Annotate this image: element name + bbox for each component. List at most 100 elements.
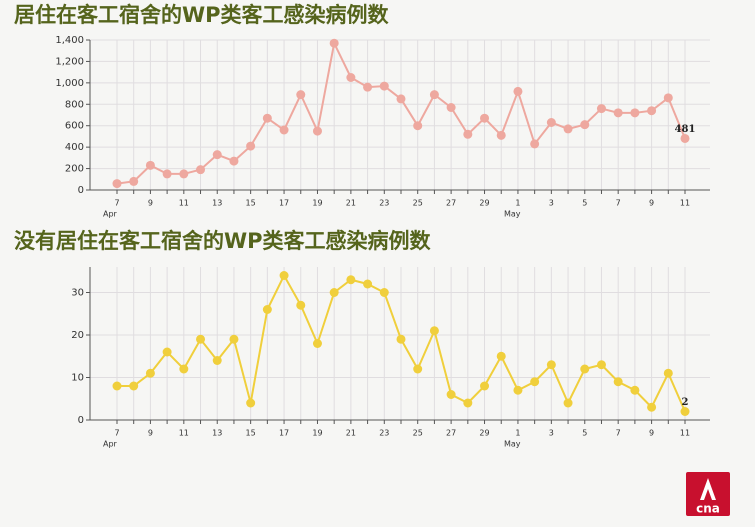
x-tick-label: 9 bbox=[649, 199, 654, 208]
y-tick-label: 800 bbox=[65, 99, 84, 110]
x-tick-label: 27 bbox=[446, 199, 456, 208]
data-point bbox=[262, 113, 272, 123]
x-tick-label: 9 bbox=[148, 199, 153, 208]
x-tick-label: 7 bbox=[616, 429, 621, 438]
x-tick-label: 13 bbox=[212, 429, 222, 438]
x-tick-label: 9 bbox=[148, 429, 153, 438]
data-point bbox=[346, 275, 356, 285]
x-tick-label: 23 bbox=[379, 199, 389, 208]
data-point bbox=[480, 113, 490, 123]
x-tick-label: 29 bbox=[479, 199, 489, 208]
data-point bbox=[196, 165, 206, 175]
y-tick-label: 1,000 bbox=[55, 78, 84, 89]
data-point bbox=[212, 150, 222, 160]
data-point bbox=[580, 364, 590, 374]
x-tick-label: 5 bbox=[582, 199, 587, 208]
x-tick-label: 7 bbox=[114, 199, 119, 208]
data-label: 2 bbox=[682, 397, 689, 408]
data-point bbox=[279, 125, 289, 135]
x-tick-label: 17 bbox=[279, 199, 289, 208]
data-point bbox=[363, 82, 373, 92]
data-point bbox=[663, 93, 673, 103]
data-point bbox=[212, 356, 222, 365]
data-point bbox=[563, 398, 573, 408]
y-tick-label: 20 bbox=[71, 330, 84, 341]
data-point bbox=[346, 73, 356, 82]
data-point bbox=[329, 38, 339, 48]
data-point bbox=[413, 364, 423, 374]
data-point bbox=[246, 398, 256, 408]
y-tick-label: 200 bbox=[65, 164, 84, 175]
data-label: 481 bbox=[675, 124, 696, 135]
y-tick-label: 1,400 bbox=[55, 35, 84, 46]
data-point bbox=[162, 347, 172, 357]
data-point bbox=[630, 108, 640, 118]
logo-text: cna bbox=[696, 502, 720, 516]
x-tick-label: 11 bbox=[680, 199, 690, 208]
data-point bbox=[580, 120, 590, 130]
x-tick-label: 25 bbox=[413, 429, 423, 438]
data-point bbox=[296, 300, 306, 310]
data-point bbox=[129, 381, 139, 391]
x-tick-label: 15 bbox=[246, 429, 256, 438]
data-point bbox=[379, 81, 389, 91]
x-tick-label: 3 bbox=[549, 429, 554, 438]
data-point bbox=[379, 288, 389, 297]
y-tick-label: 400 bbox=[65, 142, 84, 153]
data-point bbox=[647, 106, 657, 116]
y-tick-label: 0 bbox=[78, 185, 84, 196]
data-point bbox=[680, 407, 690, 416]
data-point bbox=[680, 133, 690, 143]
x-tick-label: 9 bbox=[649, 429, 654, 438]
logo-box bbox=[686, 472, 730, 516]
y-tick-label: 30 bbox=[71, 288, 84, 299]
x-tick-label: 19 bbox=[312, 199, 322, 208]
data-point bbox=[596, 360, 606, 370]
data-point bbox=[463, 129, 473, 139]
x-tick-label: 27 bbox=[446, 429, 456, 438]
x-tick-label: 19 bbox=[312, 429, 322, 438]
data-point bbox=[279, 271, 289, 280]
data-point bbox=[329, 288, 339, 297]
x-tick-label: 7 bbox=[616, 199, 621, 208]
data-point bbox=[613, 108, 623, 118]
data-point bbox=[647, 402, 657, 412]
x-tick-label: 21 bbox=[346, 199, 356, 208]
data-point bbox=[513, 86, 523, 96]
data-point bbox=[429, 90, 439, 100]
data-point bbox=[229, 334, 239, 344]
x-tick-label: 11 bbox=[680, 429, 690, 438]
data-point bbox=[496, 130, 506, 140]
data-point bbox=[162, 169, 172, 179]
data-point bbox=[546, 118, 556, 127]
data-point bbox=[496, 351, 506, 361]
x-tick-label: 11 bbox=[179, 429, 189, 438]
data-point bbox=[663, 368, 673, 378]
logo: cna bbox=[686, 472, 730, 516]
y-tick-label: 600 bbox=[65, 121, 84, 132]
data-point bbox=[563, 124, 573, 134]
data-point bbox=[596, 104, 606, 114]
x-tick-label: 3 bbox=[549, 199, 554, 208]
logo-mark bbox=[700, 478, 716, 500]
chart-title: 居住在客工宿舍的WP类客工感染病例数 bbox=[14, 3, 390, 27]
x-tick-label: 7 bbox=[114, 429, 119, 438]
month-label: Apr bbox=[103, 210, 118, 219]
data-point bbox=[112, 179, 122, 189]
month-label: May bbox=[504, 440, 521, 449]
x-tick-label: 21 bbox=[346, 429, 356, 438]
data-point bbox=[129, 176, 139, 186]
data-point bbox=[480, 381, 490, 391]
data-point bbox=[463, 398, 473, 408]
data-point bbox=[312, 126, 322, 136]
x-tick-label: 23 bbox=[379, 429, 389, 438]
data-point bbox=[429, 326, 439, 336]
data-point bbox=[246, 141, 256, 151]
data-point bbox=[446, 103, 456, 112]
x-tick-label: 11 bbox=[179, 199, 189, 208]
x-tick-label: 29 bbox=[479, 429, 489, 438]
data-point bbox=[363, 279, 373, 289]
data-point bbox=[296, 90, 306, 100]
data-point bbox=[513, 385, 523, 395]
